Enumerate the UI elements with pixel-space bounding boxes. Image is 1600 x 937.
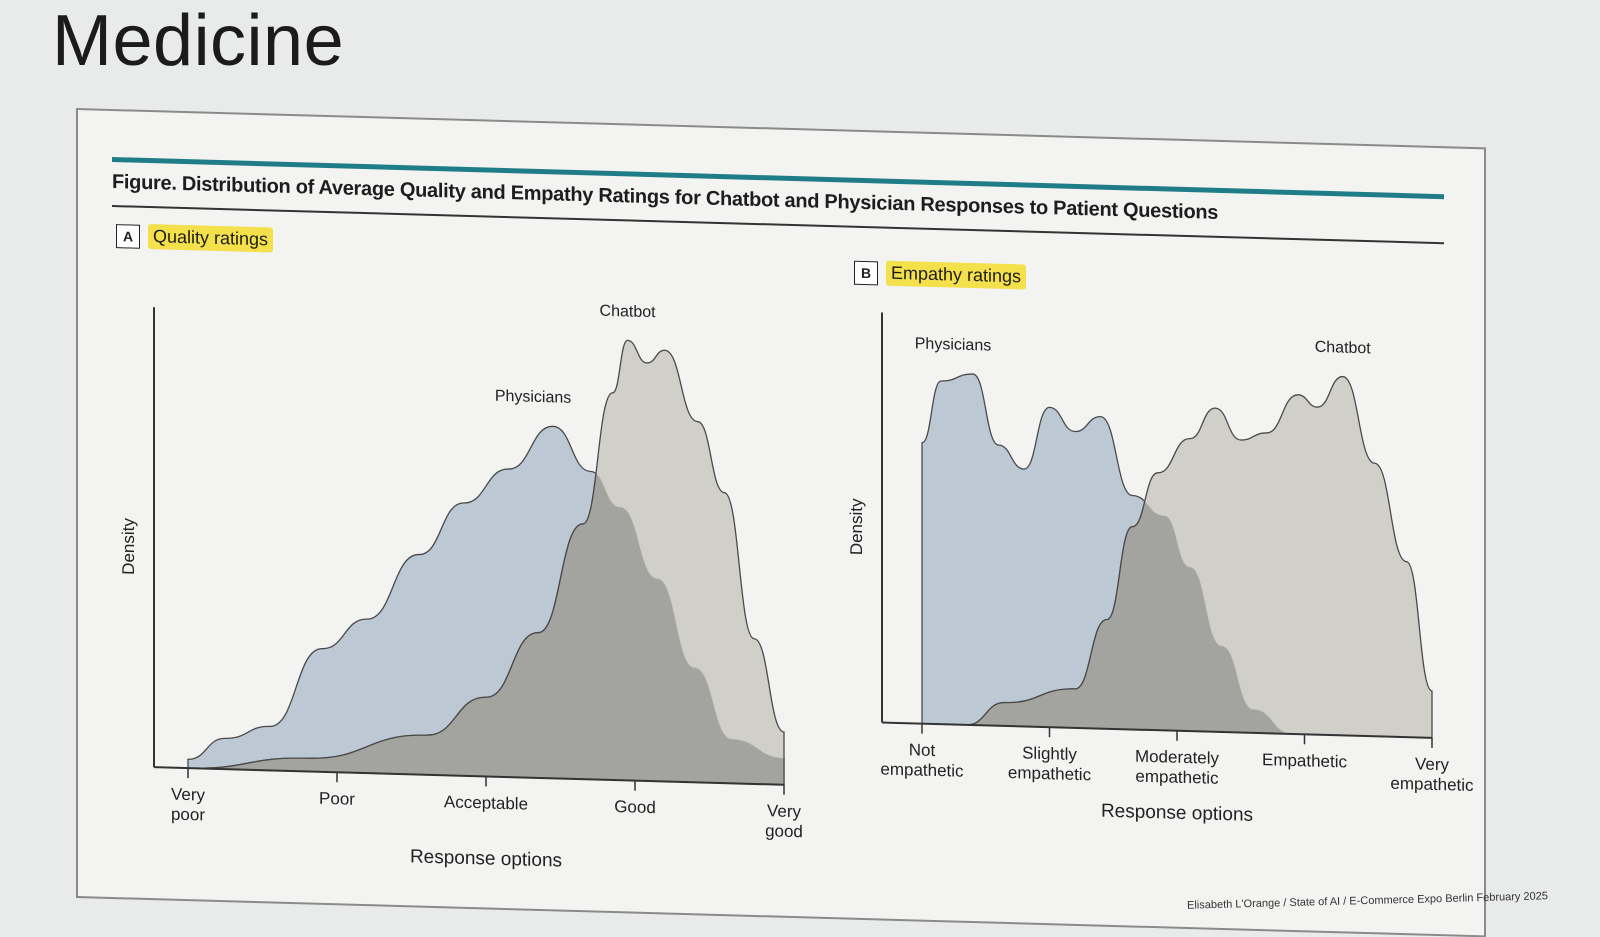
- x-tick-label: Good: [614, 797, 656, 817]
- panel-a-title: Quality ratings: [148, 224, 274, 253]
- x-tick-label-line: Poor: [319, 789, 355, 809]
- x-axis-label: Response options: [410, 846, 562, 871]
- x-tick-label: Verygood: [765, 801, 803, 841]
- x-tick-label: Slightlyempathetic: [1008, 743, 1092, 784]
- x-tick-label-line: good: [765, 821, 803, 841]
- x-tick-label: Moderatelyempathetic: [1135, 747, 1220, 788]
- panel-b-header: B Empathy ratings: [854, 260, 1027, 290]
- x-tick-label-line: Acceptable: [444, 792, 528, 813]
- y-axis-label: Density: [119, 517, 138, 575]
- panel-b-letter: B: [854, 260, 878, 285]
- series-label-chatbot: Chatbot: [1315, 339, 1372, 358]
- series-label-chatbot: Chatbot: [600, 303, 657, 322]
- panel-a-letter: A: [116, 223, 140, 249]
- x-tick-label-line: empathetic: [1390, 774, 1474, 795]
- x-tick-label-line: Empathetic: [1262, 750, 1348, 771]
- series-label-physicians: Physicians: [915, 335, 991, 354]
- x-tick-label-line: Not: [909, 740, 936, 760]
- series-label-physicians: Physicians: [495, 388, 571, 407]
- x-axis-label: Response options: [1101, 801, 1253, 826]
- x-tick-label-line: empathetic: [1008, 763, 1092, 784]
- x-tick-label-line: Very: [171, 785, 206, 805]
- x-tick-label: Notempathetic: [880, 739, 964, 780]
- panel-a-header: A Quality ratings: [116, 223, 274, 253]
- x-tick-label-line: poor: [171, 805, 205, 825]
- empathy-ratings-chart: NotempatheticSlightlyempatheticModeratel…: [847, 312, 1474, 826]
- panel-b-title: Empathy ratings: [886, 260, 1027, 290]
- figure-panel: Figure. Distribution of Average Quality …: [76, 108, 1486, 937]
- x-tick-label: Empathetic: [1262, 750, 1348, 771]
- x-axis: [882, 721, 1432, 739]
- slide-title: Medicine: [52, 1, 345, 81]
- x-tick-label: Veryempathetic: [1390, 754, 1474, 795]
- x-tick-label-line: empathetic: [880, 759, 964, 780]
- y-axis-label: Density: [847, 498, 866, 556]
- x-tick-label-line: Slightly: [1022, 743, 1077, 764]
- x-tick-label-line: Moderately: [1135, 747, 1220, 768]
- x-tick-label: Acceptable: [444, 792, 528, 813]
- x-tick-label-line: Very: [1415, 754, 1450, 774]
- x-tick-label-line: Very: [767, 801, 802, 821]
- x-tick-label-line: Good: [614, 797, 656, 817]
- x-axis: [154, 766, 784, 786]
- x-tick-label-line: empathetic: [1135, 767, 1219, 788]
- figure-caption: Figure. Distribution of Average Quality …: [112, 171, 1219, 224]
- x-tick-label: Poor: [319, 789, 355, 809]
- x-tick-label: Verypoor: [171, 785, 206, 825]
